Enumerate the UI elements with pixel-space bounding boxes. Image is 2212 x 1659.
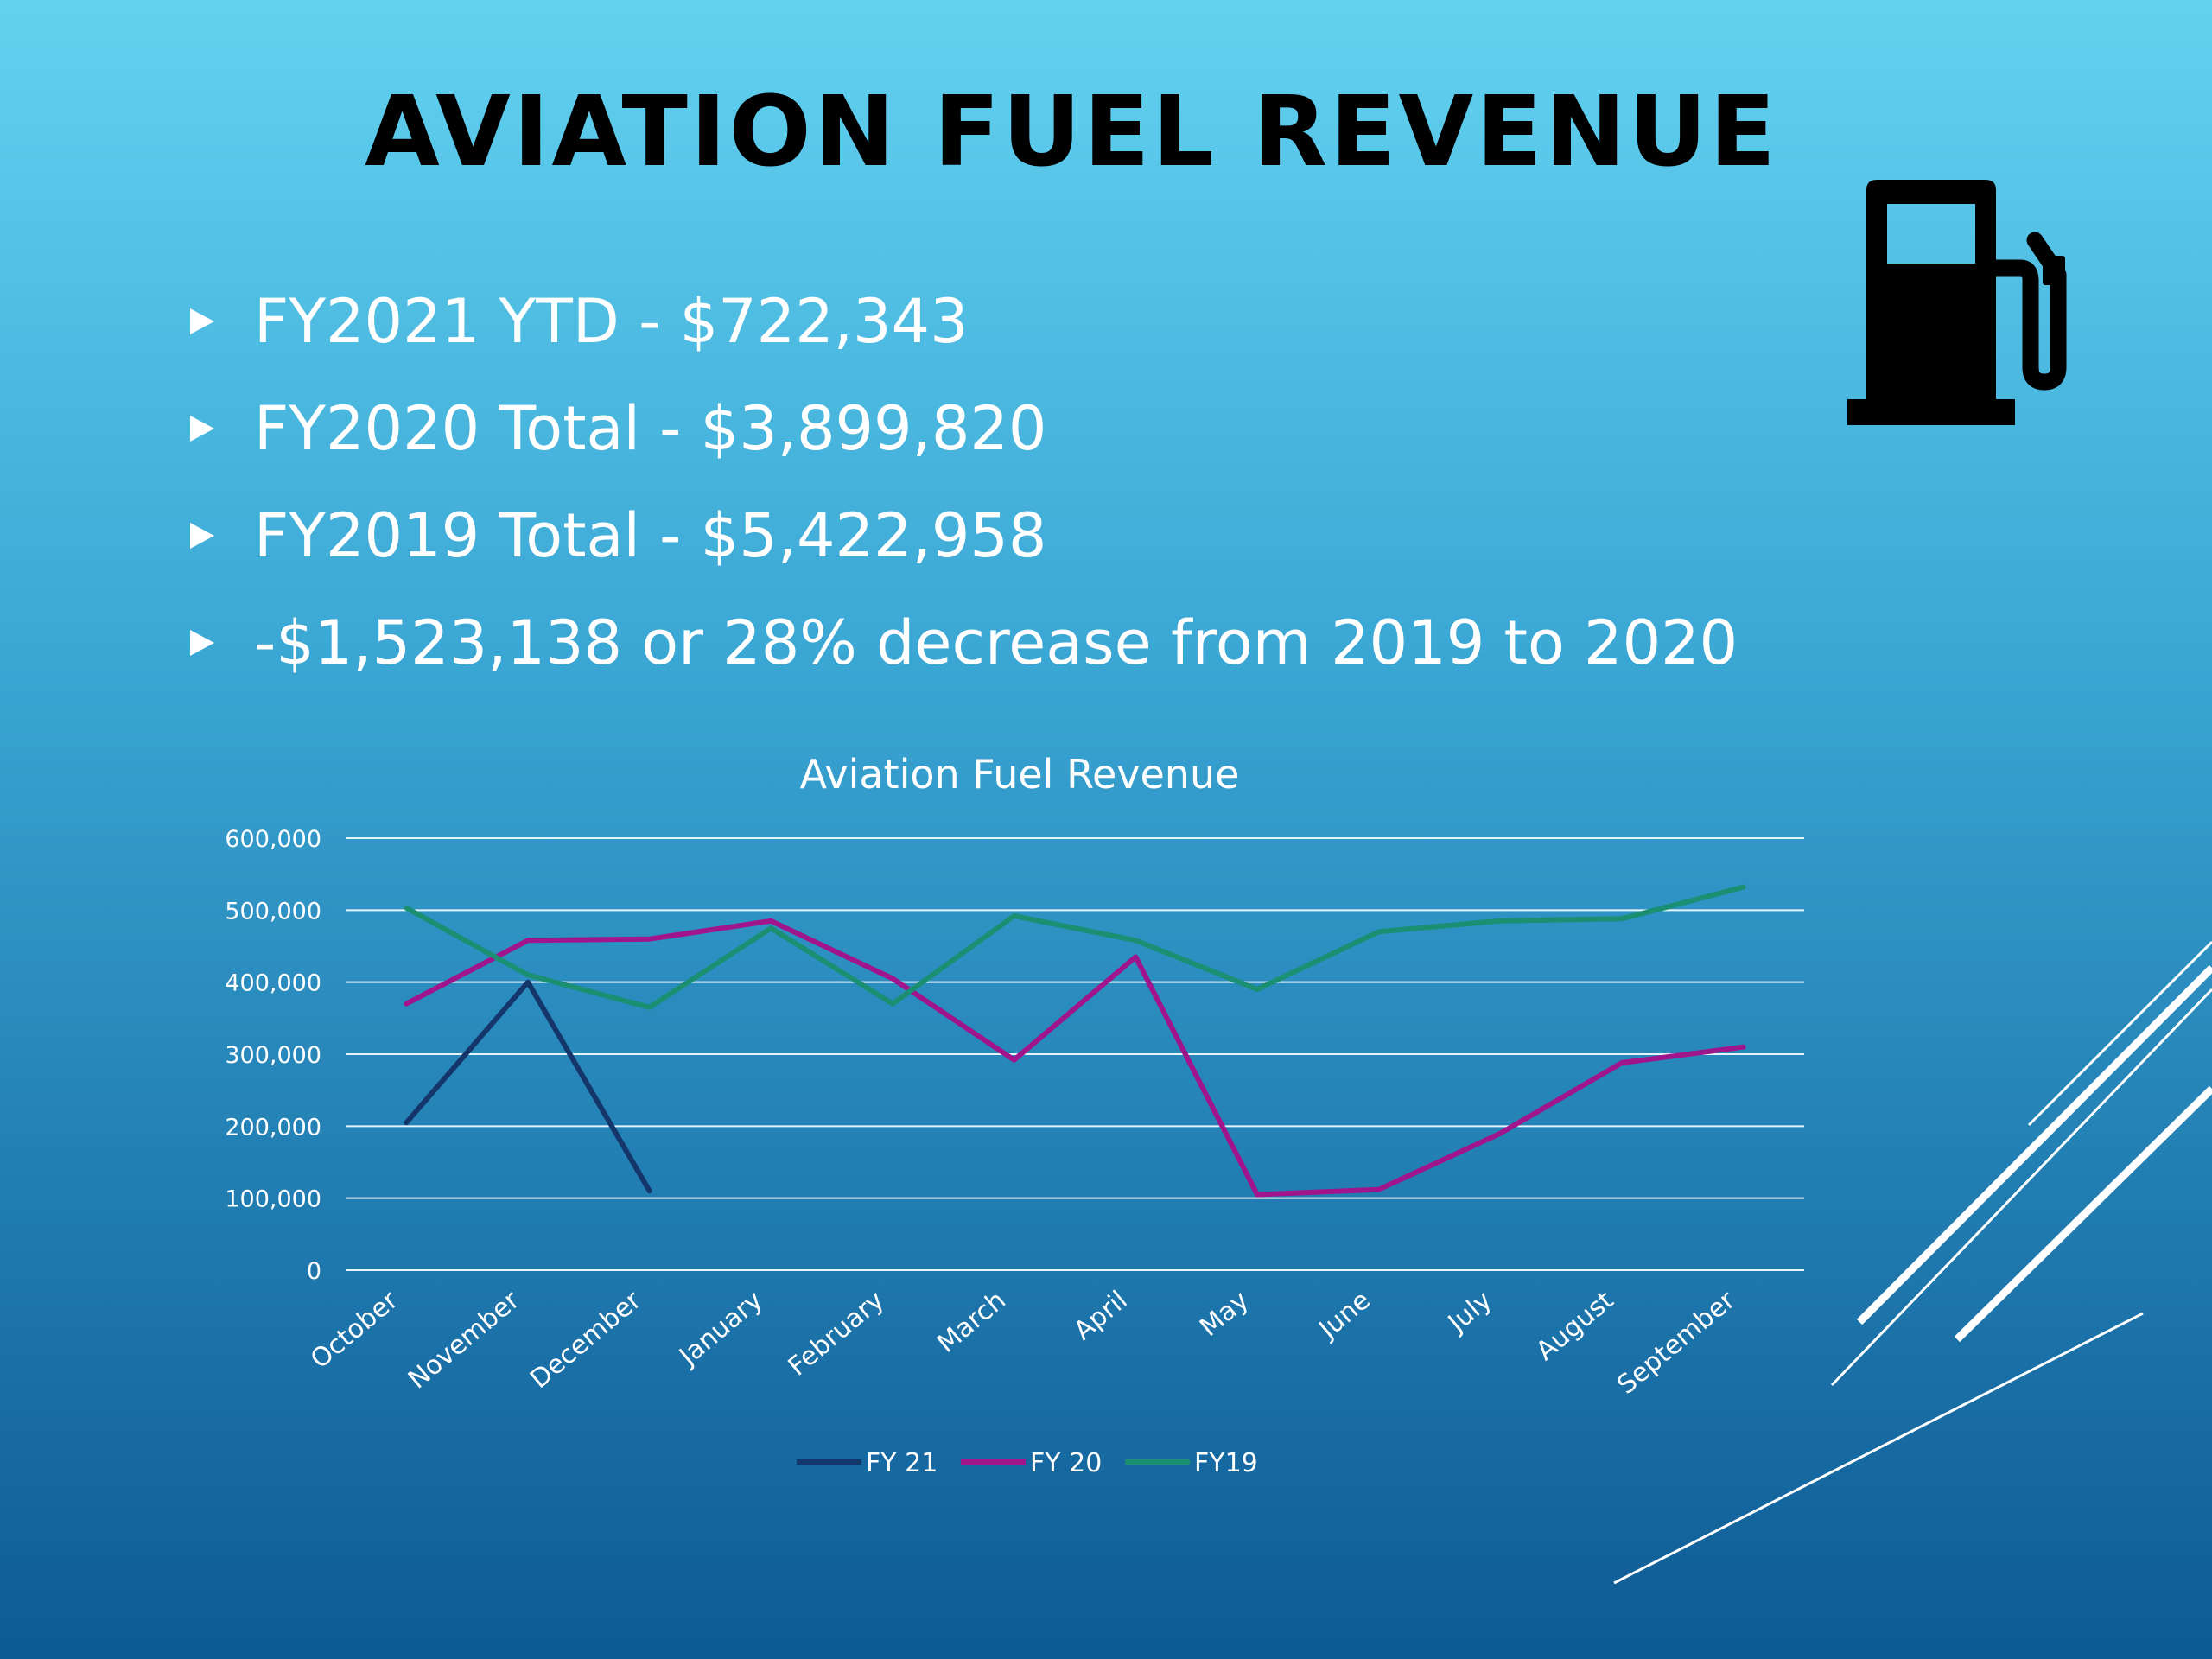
chart-series	[404, 884, 1746, 1198]
x-tick-label: February	[783, 1285, 890, 1382]
series-line-fy19	[404, 884, 1746, 1010]
series-line-fy-20	[404, 918, 1746, 1198]
fuel-pump-icon	[1847, 180, 2067, 425]
y-axis-ticks: 0 100,000 200,000 300,000 400,000 500,000 600,…	[225, 826, 321, 1285]
y-tick-label: 100,000	[225, 1186, 321, 1213]
y-tick-label: 0	[307, 1258, 321, 1285]
y-tick-label: 600,000	[225, 826, 321, 853]
legend-label: FY 20	[1030, 1448, 1102, 1478]
bullet-item: FY2019 Total - $5,422,958	[190, 482, 1738, 589]
chart-title: Aviation Fuel Revenue	[800, 751, 1240, 798]
legend-label: FY 21	[866, 1448, 938, 1478]
x-tick-label: May	[1194, 1285, 1255, 1343]
slide-title: AVIATION FUEL REVENUE	[365, 76, 1778, 188]
x-tick-label: August	[1530, 1285, 1619, 1366]
x-tick-label: September	[1611, 1285, 1741, 1401]
x-tick-label: October	[305, 1285, 404, 1375]
x-tick-label: April	[1068, 1285, 1133, 1346]
bullet-arrow-icon	[190, 523, 214, 549]
bullet-item: FY2020 Total - $3,899,820	[190, 375, 1738, 482]
chart-grid	[346, 837, 1804, 1271]
y-tick-label: 400,000	[225, 970, 321, 997]
bullet-text: FY2020 Total - $3,899,820	[254, 393, 1047, 464]
y-tick-label: 500,000	[225, 898, 321, 925]
x-tick-label: December	[524, 1285, 647, 1395]
x-tick-label: July	[1441, 1285, 1497, 1339]
series-line-fy-21	[404, 979, 652, 1194]
bullet-arrow-icon	[190, 630, 214, 656]
x-tick-label: June	[1313, 1285, 1376, 1345]
bullet-arrow-icon	[190, 308, 214, 334]
x-tick-label: March	[931, 1285, 1012, 1359]
x-tick-label: November	[403, 1285, 526, 1395]
legend-label: FY19	[1194, 1448, 1258, 1478]
y-tick-label: 300,000	[225, 1042, 321, 1069]
x-tick-label: January	[672, 1285, 768, 1372]
bullet-arrow-icon	[190, 416, 214, 442]
bullet-text: FY2021 YTD - $722,343	[254, 286, 969, 357]
bullet-text: -$1,523,138 or 28% decrease from 2019 to…	[254, 607, 1738, 678]
bullet-text: FY2019 Total - $5,422,958	[254, 500, 1047, 571]
bullet-list: FY2021 YTD - $722,343 FY2020 Total - $3,…	[190, 268, 1738, 696]
bullet-item: -$1,523,138 or 28% decrease from 2019 to…	[190, 589, 1738, 696]
chart-legend: FY 21 FY 20 FY19	[797, 1448, 1258, 1478]
bullet-item: FY2021 YTD - $722,343	[190, 268, 1738, 375]
y-tick-label: 200,000	[225, 1114, 321, 1141]
